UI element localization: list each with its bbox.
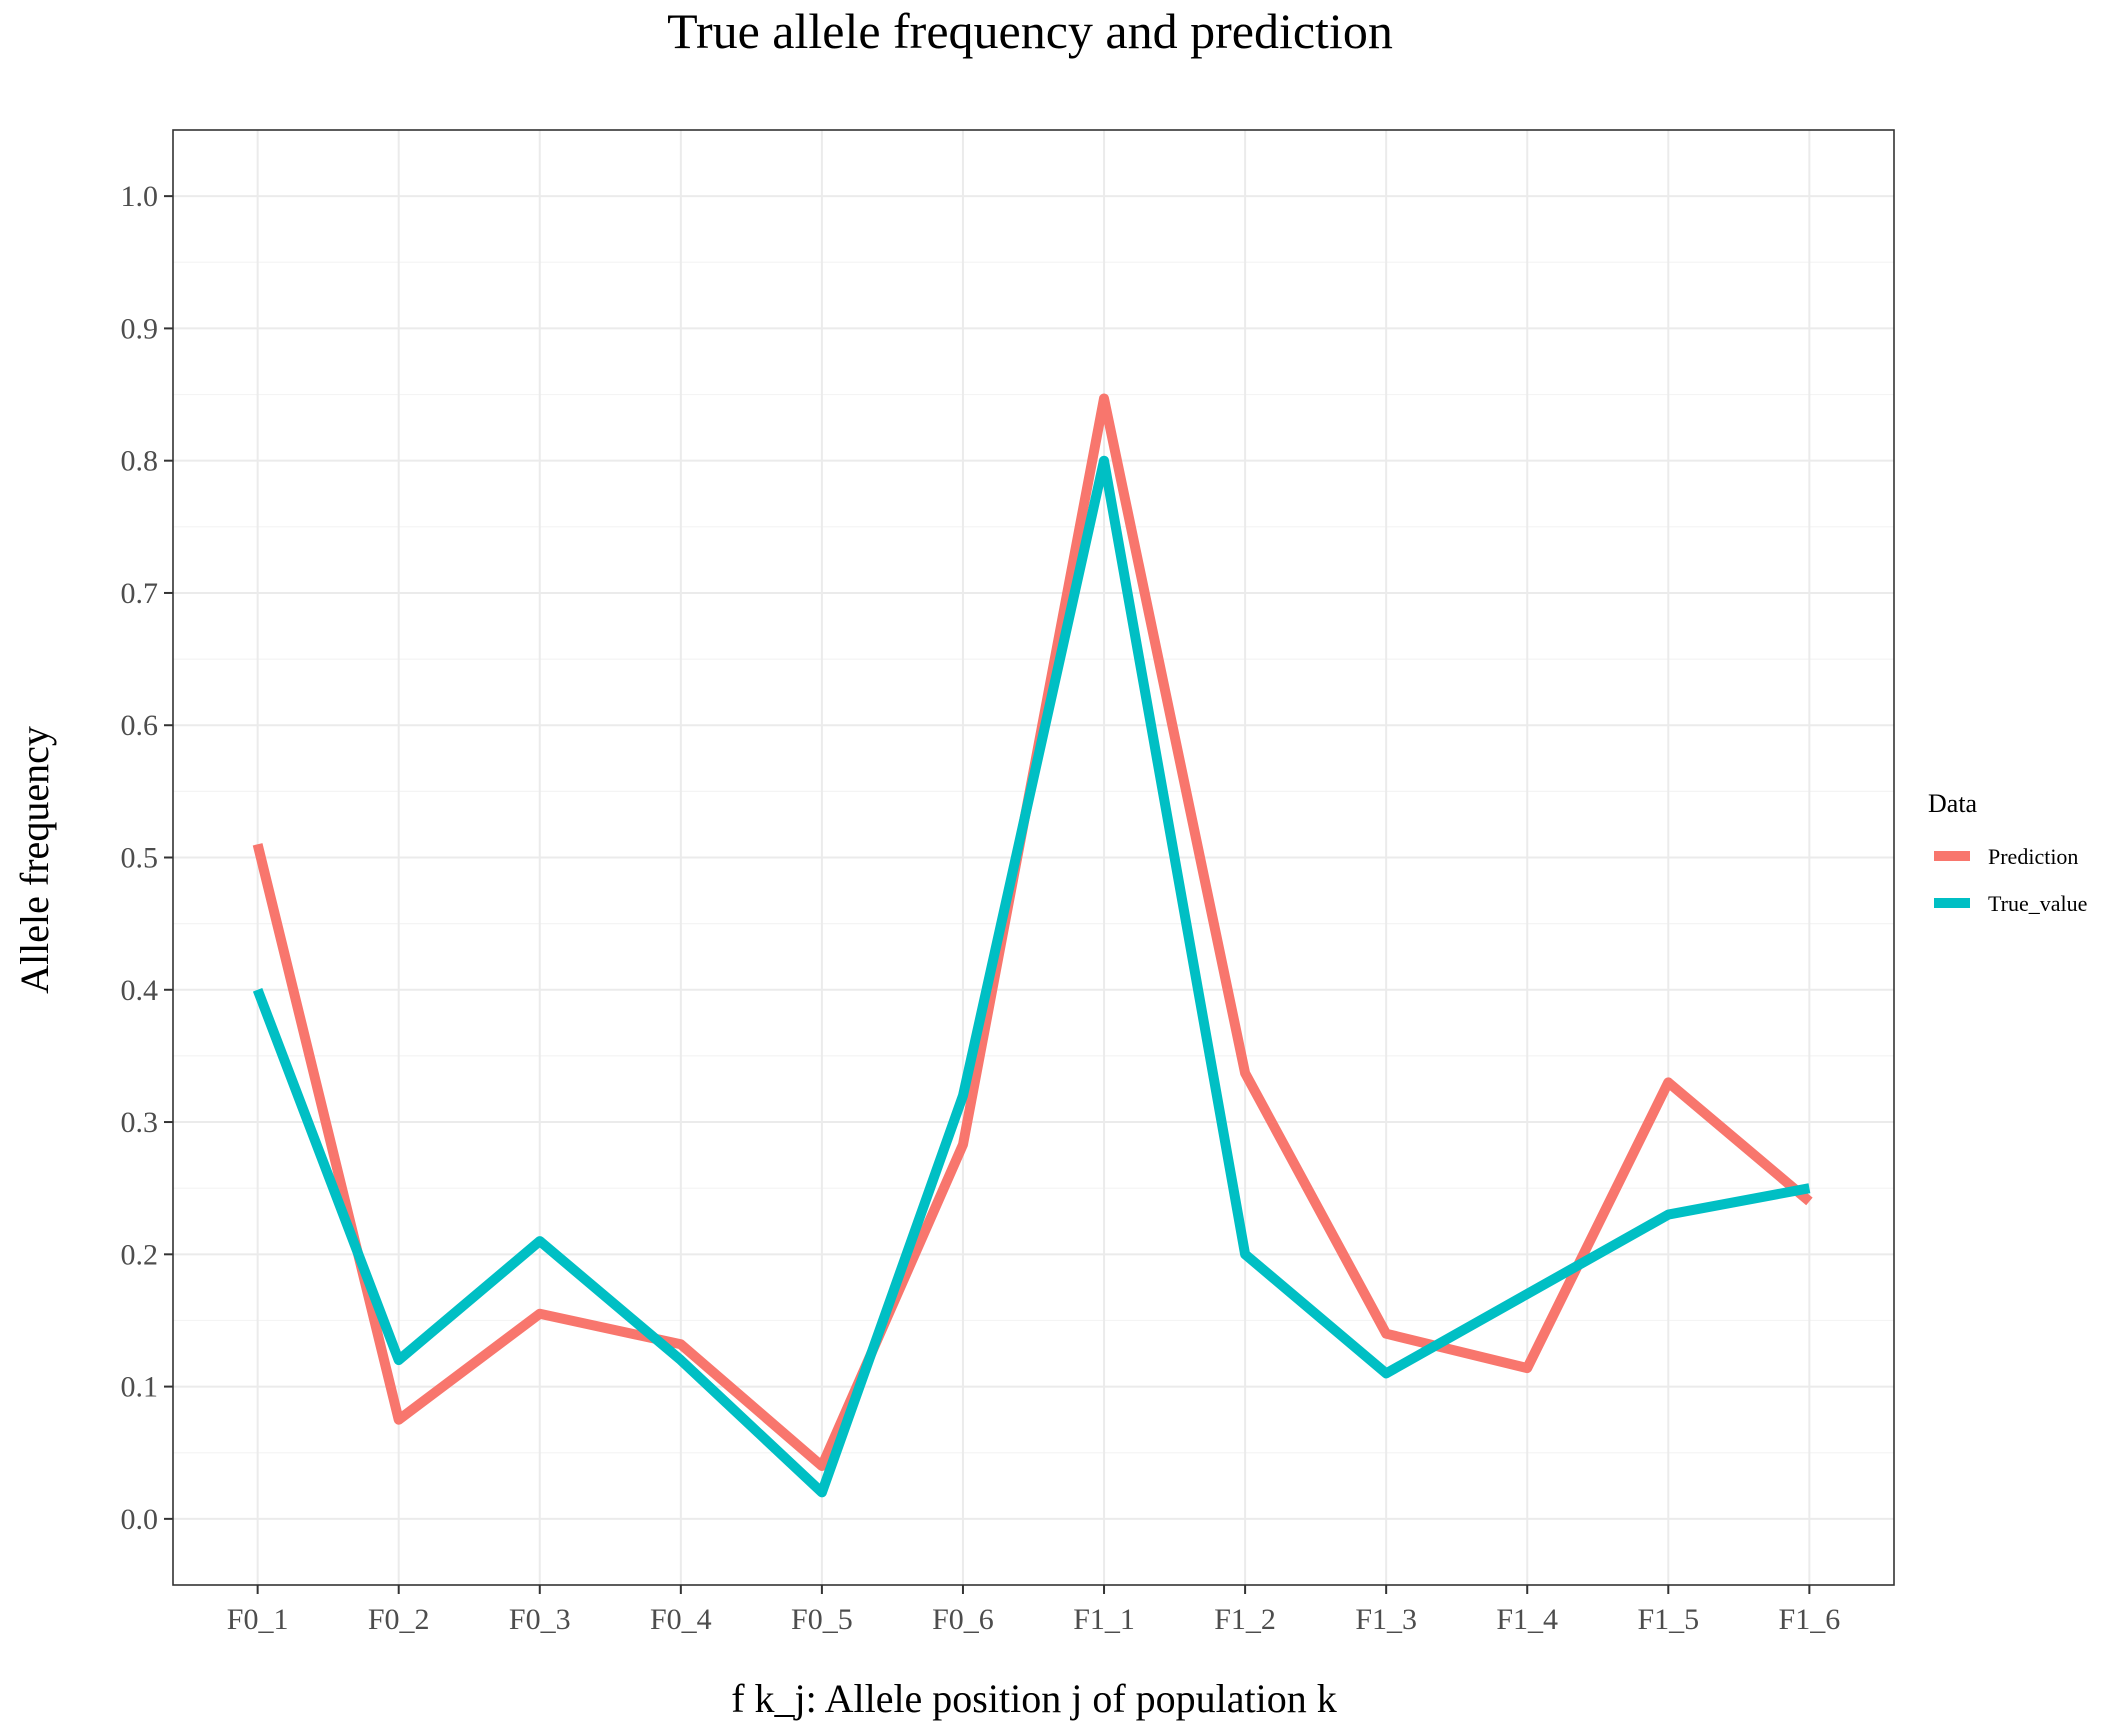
x-axis: F0_1 F0_2 F0_3 F0_4 F0_5 F0_6 F1_1 F1_2 F1_3 F1_4… bbox=[227, 1585, 1840, 1636]
y-tick-label: 0.8 bbox=[121, 445, 159, 478]
x-tick-label: F0_4 bbox=[650, 1603, 712, 1636]
x-tick-label: F1_4 bbox=[1496, 1603, 1558, 1636]
x-tick-label: F1_6 bbox=[1779, 1603, 1841, 1636]
legend-label: True_value bbox=[1988, 891, 2087, 916]
x-tick-label: F1_2 bbox=[1214, 1603, 1276, 1636]
x-tick-label: F0_3 bbox=[509, 1603, 571, 1636]
y-tick-label: 0.6 bbox=[121, 709, 159, 742]
chart-title: True allele frequency and prediction bbox=[667, 3, 1393, 59]
x-tick-label: F1_3 bbox=[1355, 1603, 1417, 1636]
legend: Data Prediction True_value bbox=[1928, 789, 2087, 916]
y-tick-label: 0.4 bbox=[121, 974, 159, 1007]
y-tick-label: 0.9 bbox=[121, 312, 159, 345]
series-layer bbox=[252, 393, 1813, 1498]
y-tick-label: 1.0 bbox=[121, 180, 159, 213]
legend-label: Prediction bbox=[1988, 844, 2078, 869]
x-axis-title: f k_j: Allele position j of population k bbox=[731, 1676, 1337, 1721]
y-axis: 0.0 0.1 0.2 0.3 0.4 0.5 0.6 0.7 0.8 0.9 1.0 bbox=[121, 180, 173, 1536]
y-tick-label: 0.7 bbox=[121, 577, 159, 610]
x-tick-label: F0_6 bbox=[932, 1603, 994, 1636]
y-tick-label: 0.1 bbox=[121, 1371, 159, 1404]
x-tick-label: F0_2 bbox=[368, 1603, 430, 1636]
y-axis-title: Allele frequency bbox=[12, 726, 57, 994]
x-tick-label: F0_1 bbox=[227, 1603, 289, 1636]
y-tick-label: 0.3 bbox=[121, 1106, 159, 1139]
x-tick-label: F1_5 bbox=[1637, 1603, 1699, 1636]
y-tick-label: 0.2 bbox=[121, 1238, 159, 1271]
y-tick-label: 0.0 bbox=[121, 1503, 159, 1536]
series-line-true-value bbox=[252, 455, 1811, 1498]
y-tick-label: 0.5 bbox=[121, 842, 159, 875]
x-tick-label: F0_5 bbox=[791, 1603, 853, 1636]
major-gridlines bbox=[173, 130, 1894, 1585]
legend-title: Data bbox=[1928, 789, 1978, 818]
x-tick-label: F1_1 bbox=[1073, 1603, 1135, 1636]
series-line-prediction bbox=[252, 393, 1813, 1471]
